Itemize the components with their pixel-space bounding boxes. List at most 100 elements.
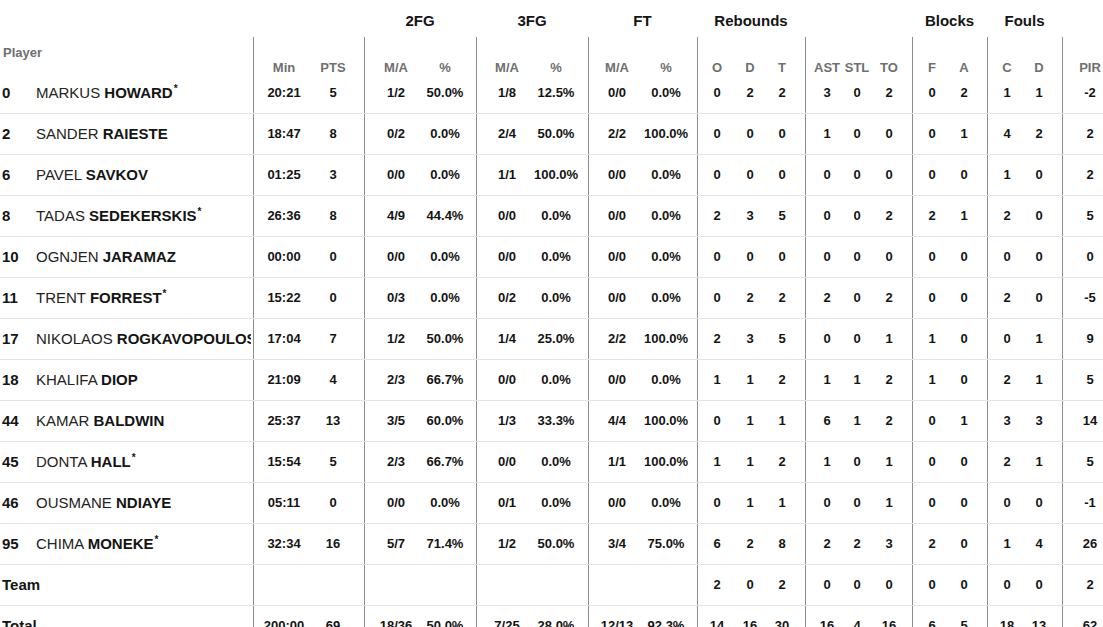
- cell-reb_t: 5: [767, 196, 797, 236]
- cell-reb_o: 0: [702, 155, 732, 195]
- player-last-name: DIOP: [101, 371, 138, 388]
- cell-jersey-number: 46: [2, 483, 32, 523]
- cell-reb_t: 2: [767, 442, 797, 482]
- cell-ast: 16: [810, 606, 844, 627]
- cell-foul_d: 1: [1024, 360, 1054, 400]
- cell-player-name: KHALIFA DIOP: [36, 360, 251, 400]
- cell-ast: 2: [810, 278, 844, 318]
- cell-ft_pct: 75.0%: [636, 524, 696, 564]
- cell-ft_pct: 0.0%: [636, 155, 696, 195]
- cell-reb_d: 0: [735, 114, 765, 154]
- cell-pts: 5: [308, 73, 358, 113]
- cell-pir: -1: [1066, 483, 1103, 523]
- cell-fg3_pct: 25.0%: [526, 319, 586, 359]
- cell-fg3_ma: 1/4: [482, 319, 532, 359]
- player-first-name: OUSMANE: [36, 494, 116, 511]
- cell-blk_f: 0: [917, 483, 947, 523]
- cell-fg3_ma: 0/0: [482, 442, 532, 482]
- cell-player-name: MARKUS HOWARD*: [36, 73, 251, 113]
- cell-ft_pct: 0.0%: [636, 483, 696, 523]
- cell-ft_pct: 92.3%: [636, 606, 696, 627]
- cell-fg3_ma: 0/0: [482, 237, 532, 277]
- cell-fg2_ma: 2/3: [371, 360, 421, 400]
- cell-reb_o: 0: [702, 483, 732, 523]
- cell-pts: 7: [308, 319, 358, 359]
- player-last-name: JARAMAZ: [103, 248, 176, 265]
- cell-foul_c: 4: [992, 114, 1022, 154]
- cell-fg3_pct: 50.0%: [526, 524, 586, 564]
- cell-ft_ma: [592, 565, 642, 605]
- cell-ft_ma: 0/0: [592, 237, 642, 277]
- cell-fg2_ma: 1/2: [371, 73, 421, 113]
- cell-blk_f: 0: [917, 237, 947, 277]
- cell-pts: 8: [308, 196, 358, 236]
- cell-stl: 0: [840, 565, 874, 605]
- cell-fg3_pct: 33.3%: [526, 401, 586, 441]
- cell-ast: 0: [810, 155, 844, 195]
- cell-ast: 2: [810, 524, 844, 564]
- cell-ast: 0: [810, 483, 844, 523]
- cell-reb_d: 1: [735, 401, 765, 441]
- cell-fg2_ma: 3/5: [371, 401, 421, 441]
- player-first-name: KAMAR: [36, 412, 94, 429]
- cell-pts: 13: [308, 401, 358, 441]
- table-row: Total200:006918/3650.0%7/2528.0%12/1392.…: [0, 605, 1103, 627]
- cell-blk_f: 1: [917, 319, 947, 359]
- group-header-2fg: 2FG: [364, 12, 476, 29]
- cell-blk_f: 0: [917, 278, 947, 318]
- cell-foul_c: 2: [992, 278, 1022, 318]
- cell-reb_o: 1: [702, 360, 732, 400]
- cell-to: 0: [872, 237, 906, 277]
- cell-jersey-number: 2: [2, 114, 32, 154]
- cell-reb_o: 2: [702, 196, 732, 236]
- group-header-ft: FT: [588, 12, 697, 29]
- player-first-name: TADAS: [36, 207, 89, 224]
- table-row: 10OGNJEN JARAMAZ00:0000/00.0%0/00.0%0/00…: [0, 236, 1103, 277]
- cell-pir: 9: [1066, 319, 1103, 359]
- cell-fg3_pct: 0.0%: [526, 237, 586, 277]
- cell-jersey-number: 45: [2, 442, 32, 482]
- cell-reb_d: 1: [735, 442, 765, 482]
- cell-fg2_ma: 1/2: [371, 319, 421, 359]
- cell-blk_a: 5: [949, 606, 979, 627]
- cell-blk_a: 1: [949, 114, 979, 154]
- cell-stl: 0: [840, 442, 874, 482]
- group-header-rebounds: Rebounds: [697, 12, 805, 29]
- cell-min: 15:22: [254, 278, 314, 318]
- cell-foul_c: 0: [992, 565, 1022, 605]
- cell-fg3_pct: 0.0%: [526, 483, 586, 523]
- cell-pts: 4: [308, 360, 358, 400]
- cell-reb_d: 2: [735, 278, 765, 318]
- cell-fg2_pct: 44.4%: [415, 196, 475, 236]
- cell-reb_d: 16: [735, 606, 765, 627]
- cell-blk_a: 0: [949, 319, 979, 359]
- cell-pir: 5: [1066, 442, 1103, 482]
- cell-min: 00:00: [254, 237, 314, 277]
- cell-reb_d: 2: [735, 524, 765, 564]
- player-first-name: TRENT: [36, 289, 90, 306]
- group-header-blocks: Blocks: [912, 12, 987, 29]
- cell-ast: 0: [810, 237, 844, 277]
- cell-jersey-number: 10: [2, 237, 32, 277]
- cell-min: 01:25: [254, 155, 314, 195]
- player-last-name: HALL: [91, 453, 131, 470]
- cell-reb_d: 1: [735, 360, 765, 400]
- cell-reb_o: 0: [702, 73, 732, 113]
- cell-pts: 8: [308, 114, 358, 154]
- cell-reb_t: 0: [767, 237, 797, 277]
- cell-fg2_ma: 0/0: [371, 483, 421, 523]
- cell-blk_f: 2: [917, 524, 947, 564]
- cell-fg2_pct: 0.0%: [415, 237, 475, 277]
- cell-pir: 5: [1066, 360, 1103, 400]
- cell-ft_ma: 2/2: [592, 114, 642, 154]
- cell-to: 0: [872, 114, 906, 154]
- table-row: 18KHALIFA DIOP21:0942/366.7%0/00.0%0/00.…: [0, 359, 1103, 400]
- cell-fg2_pct: 71.4%: [415, 524, 475, 564]
- cell-pts: 3: [308, 155, 358, 195]
- cell-foul_c: 3: [992, 401, 1022, 441]
- cell-player-name: TADAS SEDEKERSKIS*: [36, 196, 251, 236]
- cell-player-name: SANDER RAIESTE: [36, 114, 251, 154]
- cell-ast: 0: [810, 319, 844, 359]
- cell-reb_o: 0: [702, 401, 732, 441]
- cell-fg3_pct: 50.0%: [526, 114, 586, 154]
